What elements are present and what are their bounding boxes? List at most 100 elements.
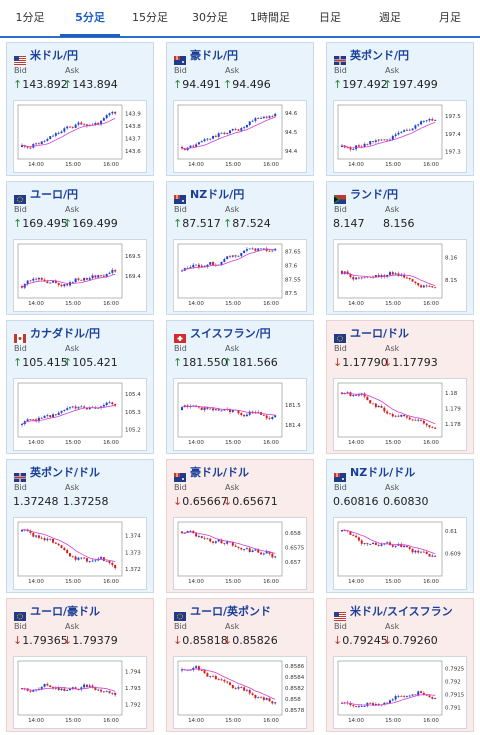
rate-card[interactable]: 英ポンド/ドル Bid Ask 1.37248 1.37258 1.374 1.373 1.3… xyxy=(6,459,154,593)
flag-icon xyxy=(14,328,26,343)
chart-svg: 0.61 0.609 14:00 15:00 16:00 xyxy=(337,521,461,585)
candle xyxy=(389,139,391,141)
pair-title[interactable]: カナダドル/円 xyxy=(30,327,101,340)
candle xyxy=(411,279,414,282)
moving-average-line xyxy=(181,668,276,700)
candle xyxy=(21,424,23,425)
y-tick-label: 1.373 xyxy=(125,550,141,556)
rate-card[interactable]: ユーロ/英ポンド Bid Ask ↓0.85818 ↓0.85826 0.8586 0.85… xyxy=(166,598,314,732)
candle xyxy=(400,131,403,133)
tab-30m[interactable]: 30分足 xyxy=(192,11,228,24)
mini-chart[interactable]: 0.658 0.6575 0.657 14:00 15:00 16:00 xyxy=(173,517,307,590)
mini-chart[interactable]: 87.65 87.6 87.55 87.5 14:00 15:00 16:00 xyxy=(173,239,307,312)
rate-card[interactable]: 豪ドル/円 Bid Ask ↑94.491 ↑94.496 94.6 94.5 94.4 14:… xyxy=(166,42,314,176)
pair-title[interactable]: 豪ドル/円 xyxy=(190,49,239,62)
pair-title[interactable]: NZドル/ドル xyxy=(350,466,416,479)
tab-daily[interactable]: 日足 xyxy=(319,11,341,24)
candle xyxy=(85,558,88,562)
pair-title[interactable]: スイスフラン/円 xyxy=(190,327,271,340)
mini-chart[interactable]: 0.61 0.609 14:00 15:00 16:00 xyxy=(333,517,467,590)
pair-title[interactable]: ユーロ/豪ドル xyxy=(30,605,101,618)
candle xyxy=(195,144,198,147)
pair-title[interactable]: 米ドル/円 xyxy=(30,49,79,62)
candle xyxy=(88,278,91,280)
candle xyxy=(405,277,408,279)
candle xyxy=(245,548,248,550)
mini-chart[interactable]: 1.18 1.179 1.178 14:00 15:00 16:00 xyxy=(333,378,467,451)
mini-chart[interactable]: 1.794 1.793 1.792 14:00 15:00 16:00 xyxy=(13,656,147,729)
mini-chart[interactable]: 0.7925 0.792 0.7915 0.791 14:00 15:00 16:00 xyxy=(333,656,467,729)
pair-title[interactable]: ユーロ/英ポンド xyxy=(190,605,272,618)
plot-frame xyxy=(17,660,123,716)
pair-title[interactable]: 英ポンド/円 xyxy=(350,49,410,62)
rate-card[interactable]: カナダドル/円 Bid Ask ↑105.415 ↑105.421 105.4 105.3 1… xyxy=(6,320,154,454)
mini-chart[interactable]: 1.374 1.373 1.372 14:00 15:00 16:00 xyxy=(13,517,147,590)
candle xyxy=(206,538,209,540)
tab-1m[interactable]: 1分足 xyxy=(15,11,45,24)
candle xyxy=(422,420,425,424)
candle xyxy=(271,250,274,252)
mini-chart[interactable]: 181.5 181.4 14:00 15:00 16:00 xyxy=(173,378,307,451)
ask-price: 181.566 xyxy=(232,356,278,369)
x-tick-label: 15:00 xyxy=(385,162,401,168)
rate-card[interactable]: 米ドル/円 Bid Ask ↑143.892 ↑143.894 143.9 143.8 143… xyxy=(6,42,154,176)
candle xyxy=(271,553,274,558)
candle xyxy=(248,121,251,125)
mini-chart[interactable]: 143.9 143.8 143.7 143.6 14:00 15:00 16:00 xyxy=(13,100,147,173)
tab-1h[interactable]: 1時間足 xyxy=(250,11,290,24)
mini-chart[interactable]: 169.5 169.4 14:00 15:00 16:00 xyxy=(13,239,147,312)
bid-value: ↓0.85818 xyxy=(173,634,228,647)
y-tick-label: 0.658 xyxy=(285,531,301,537)
rate-card[interactable]: スイスフラン/円 Bid Ask ↑181.550 ↑181.566 181.5 181.4… xyxy=(166,320,314,454)
rate-card[interactable]: 米ドル/スイスフラン Bid Ask ↓0.79245 ↓0.79260 0.7925 0.… xyxy=(326,598,474,732)
pair-title[interactable]: ユーロ/円 xyxy=(30,188,79,201)
pair-title[interactable]: ランド/円 xyxy=(350,188,399,201)
pair-title[interactable]: NZドル/円 xyxy=(190,188,245,201)
rate-card[interactable]: ユーロ/円 Bid Ask ↑169.495 ↑169.499 169.5 169.4 14:… xyxy=(6,181,154,315)
y-tick-label: 94.5 xyxy=(285,130,298,136)
tab-15m[interactable]: 15分足 xyxy=(132,11,168,24)
candle xyxy=(94,407,97,409)
mini-chart[interactable]: 0.8586 0.8584 0.8582 0.858 0.8578 14:00 15:00 1… xyxy=(173,656,307,729)
ask-label: Ask xyxy=(65,205,80,214)
x-tick-label: 16:00 xyxy=(263,718,279,724)
mini-chart[interactable]: 8.16 8.15 14:00 15:00 16:00 xyxy=(333,239,467,312)
flag-icon xyxy=(334,50,346,65)
candle xyxy=(394,415,397,417)
candle xyxy=(212,541,215,543)
rate-card[interactable]: 豪ドル/ドル Bid Ask ↓0.65667 ↓0.65671 0.658 0.6575 0… xyxy=(166,459,314,593)
candle xyxy=(88,685,91,687)
candle xyxy=(60,131,63,134)
bid-value: ↑87.517 xyxy=(173,217,221,230)
rate-card[interactable]: ランド/円 Bid Ask 8.147 8.156 8.16 8.15 14:00 15:00 1… xyxy=(326,181,474,315)
candle xyxy=(383,407,386,412)
rate-card[interactable]: ユーロ/豪ドル Bid Ask ↓1.79365 ↓1.79379 1.794 1.793 1… xyxy=(6,598,154,732)
arrow-down-icon: ↓ xyxy=(383,356,393,369)
rate-card[interactable]: NZドル/ドル Bid Ask 0.60816 0.60830 0.61 0.609 14:0… xyxy=(326,459,474,593)
candle xyxy=(431,555,434,557)
pair-title[interactable]: 英ポンド/ドル xyxy=(30,466,101,479)
candle xyxy=(431,119,434,121)
tab-monthly[interactable]: 月足 xyxy=(439,11,461,24)
rate-card[interactable]: ユーロ/ドル Bid Ask ↓1.17790 ↓1.17793 1.18 1.179 1.1… xyxy=(326,320,474,454)
x-tick-label: 16:00 xyxy=(263,301,279,307)
mini-chart[interactable]: 197.5 197.4 197.3 14:00 15:00 16:00 xyxy=(333,100,467,173)
tab-weekly[interactable]: 週足 xyxy=(379,11,401,24)
pair-title[interactable]: 豪ドル/ドル xyxy=(190,466,250,479)
mini-chart[interactable]: 94.6 94.5 94.4 14:00 15:00 16:00 xyxy=(173,100,307,173)
tab-5m[interactable]: 5分足 xyxy=(60,0,120,37)
flag-icon xyxy=(334,606,346,621)
pair-title[interactable]: ユーロ/ドル xyxy=(350,327,410,340)
rate-card[interactable]: NZドル/円 Bid Ask ↑87.517 ↑87.524 87.65 87.6 87.55… xyxy=(166,181,314,315)
rate-card[interactable]: 英ポンド/円 Bid Ask ↑197.492 ↑197.499 197.5 197.4 19… xyxy=(326,42,474,176)
y-tick-label: 0.8582 xyxy=(285,686,304,692)
x-tick-label: 15:00 xyxy=(65,440,81,446)
candle xyxy=(245,414,248,417)
pair-title[interactable]: 米ドル/スイスフラン xyxy=(350,605,453,618)
mini-chart[interactable]: 105.4 105.3 105.2 14:00 15:00 16:00 xyxy=(13,378,147,451)
candle xyxy=(71,687,74,689)
candle xyxy=(380,275,383,278)
candle xyxy=(425,694,428,696)
bid-label: Bid xyxy=(334,622,347,631)
candle xyxy=(271,116,274,117)
